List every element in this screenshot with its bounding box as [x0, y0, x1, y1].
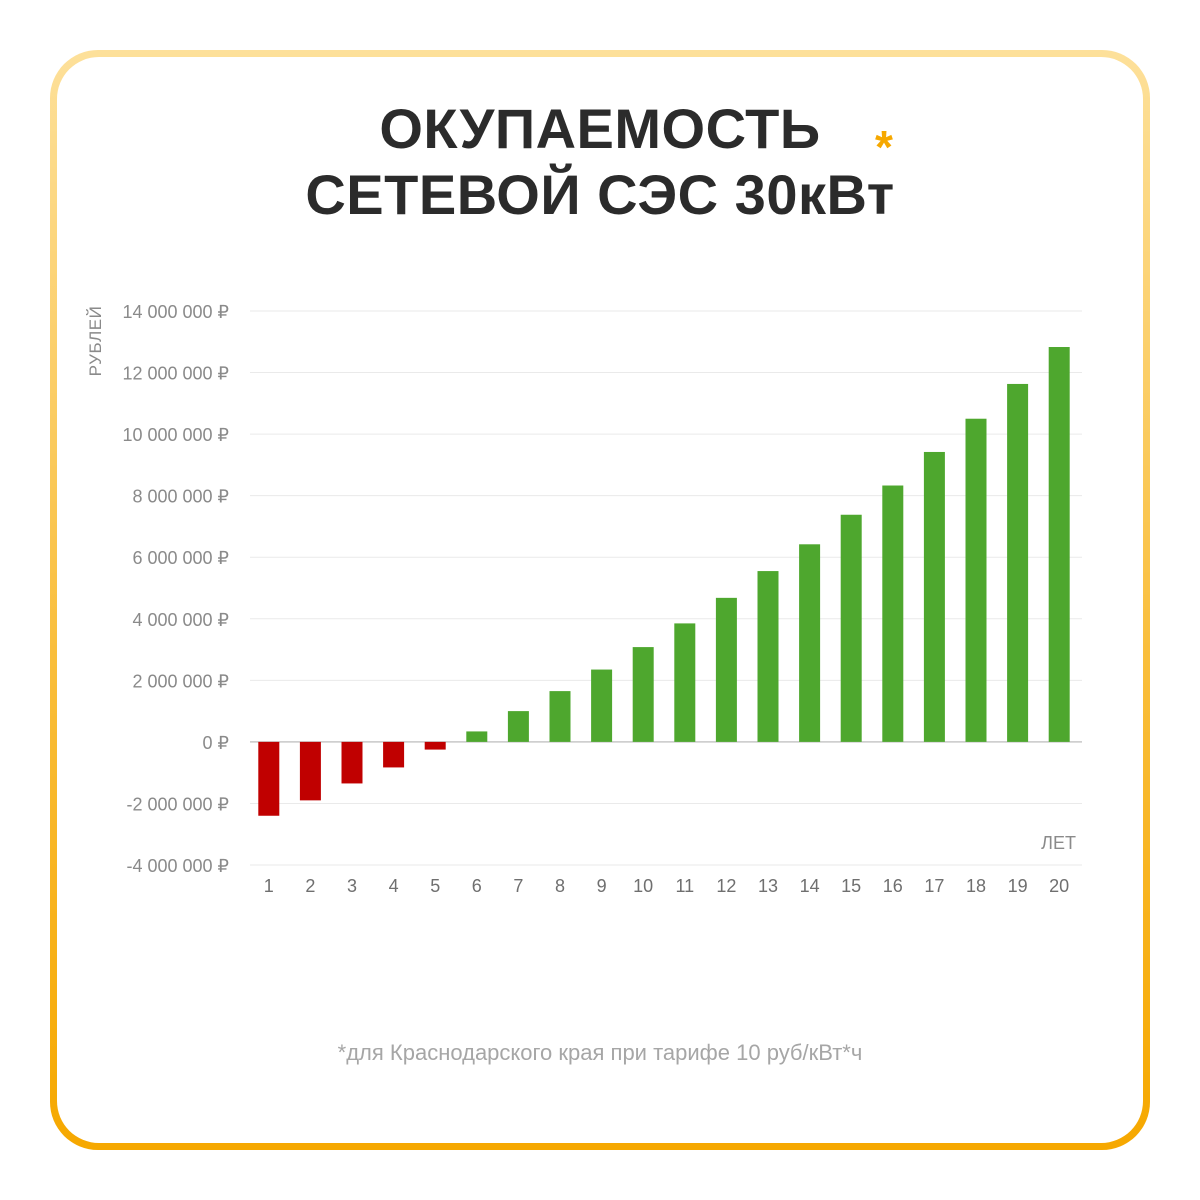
x-tick-label: 17 — [924, 876, 944, 896]
bar — [923, 451, 945, 742]
bar — [757, 571, 779, 742]
bar — [424, 741, 446, 750]
chart-title: ОКУПАЕМОСТЬ СЕТЕВОЙ СЭС 30кВт — [0, 96, 1200, 228]
x-tick-label: 15 — [841, 876, 861, 896]
x-tick-label: 1 — [264, 876, 274, 896]
x-tick-label: 2 — [305, 876, 315, 896]
bar — [549, 691, 571, 742]
title-line-1: ОКУПАЕМОСТЬ — [379, 97, 821, 160]
x-tick-label: 5 — [430, 876, 440, 896]
x-tick-label: 13 — [758, 876, 778, 896]
x-tick-label: 20 — [1049, 876, 1069, 896]
bar — [965, 418, 987, 742]
x-tick-label: 16 — [883, 876, 903, 896]
x-tick-label: 10 — [633, 876, 653, 896]
x-tick-label: 3 — [347, 876, 357, 896]
footnote: *для Краснодарского края при тарифе 10 р… — [337, 1040, 863, 1065]
bar — [383, 741, 405, 768]
bar — [882, 485, 904, 742]
bar — [299, 741, 321, 801]
bar — [258, 741, 280, 816]
y-tick-label: 0 ₽ — [203, 733, 229, 753]
bar — [674, 623, 696, 742]
y-axis-label: РУБЛЕЙ — [86, 306, 105, 377]
y-tick-label: 8 000 000 ₽ — [132, 487, 229, 507]
y-tick-label: 14 000 000 ₽ — [122, 302, 229, 322]
x-tick-label: 9 — [597, 876, 607, 896]
x-tick-label: 12 — [716, 876, 736, 896]
x-tick-label: 6 — [472, 876, 482, 896]
bar — [341, 741, 363, 784]
y-tick-label: 2 000 000 ₽ — [132, 671, 229, 691]
y-tick-label: -2 000 000 ₽ — [126, 794, 229, 814]
bar — [715, 597, 737, 742]
bar — [632, 647, 654, 742]
x-tick-label: 14 — [800, 876, 820, 896]
y-tick-label: 6 000 000 ₽ — [132, 548, 229, 568]
x-tick-label: 4 — [389, 876, 399, 896]
bar — [1007, 383, 1029, 742]
x-tick-label: 11 — [675, 876, 694, 896]
bar — [507, 711, 529, 742]
x-axis-label: ЛЕТ — [1041, 833, 1076, 853]
y-tick-label: 10 000 000 ₽ — [122, 425, 229, 445]
x-tick-label: 7 — [513, 876, 523, 896]
x-tick-label: 8 — [555, 876, 565, 896]
y-tick-label: 12 000 000 ₽ — [122, 364, 229, 384]
x-tick-label: 18 — [966, 876, 986, 896]
title-line-2: СЕТЕВОЙ СЭС 30кВт — [305, 163, 895, 226]
card-body — [57, 57, 1143, 1143]
bar — [840, 514, 862, 742]
y-tick-label: -4 000 000 ₽ — [126, 856, 229, 876]
x-tick-label: 19 — [1008, 876, 1028, 896]
y-tick-label: 4 000 000 ₽ — [132, 610, 229, 630]
bar — [466, 731, 488, 742]
bar — [591, 669, 613, 742]
bar — [799, 544, 821, 742]
asterisk-mark: * — [875, 121, 893, 173]
bar — [1048, 347, 1070, 742]
